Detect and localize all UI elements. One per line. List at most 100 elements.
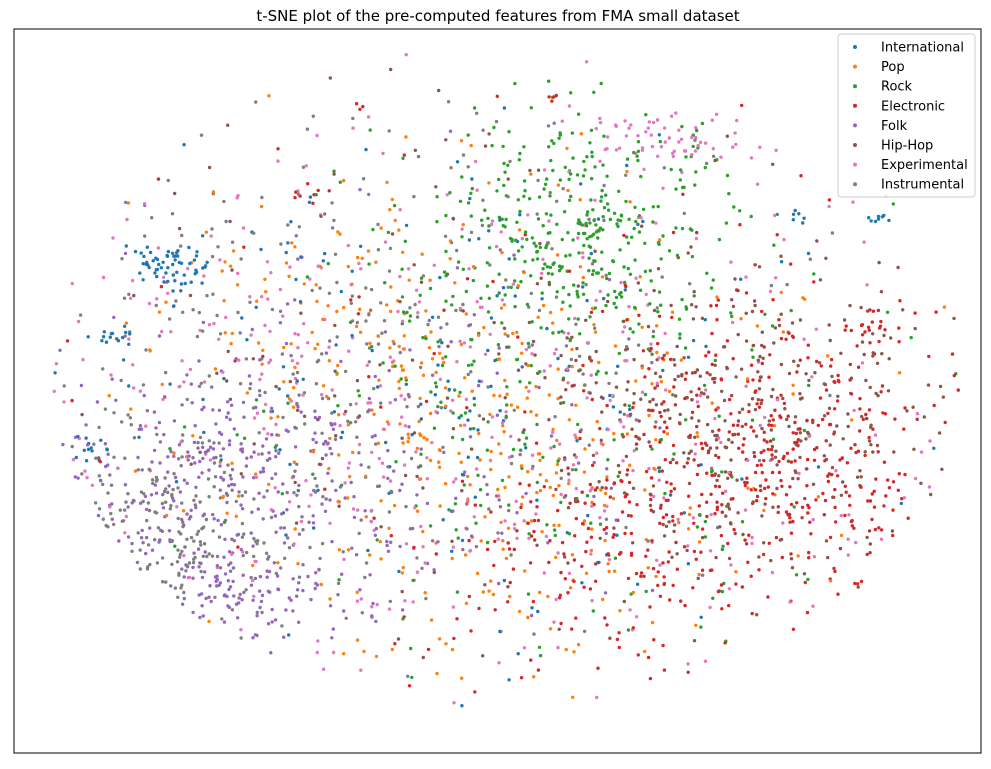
scatter-point-rock xyxy=(348,320,353,324)
scatter-point-electronic xyxy=(758,379,762,383)
scatter-point-instrumental xyxy=(446,100,451,104)
scatter-point-hip-hop xyxy=(648,492,652,496)
scatter-point-pop xyxy=(520,502,524,507)
scatter-point-pop xyxy=(296,562,300,566)
scatter-point-experimental xyxy=(269,508,273,512)
scatter-point-electronic xyxy=(900,496,904,501)
scatter-point-instrumental xyxy=(243,490,248,494)
scatter-point-rock xyxy=(576,231,581,236)
scatter-point-electronic xyxy=(932,403,936,408)
scatter-point-experimental xyxy=(696,143,700,148)
scatter-point-hip-hop xyxy=(831,495,835,499)
scatter-point-pop xyxy=(428,411,433,416)
scatter-point-rock xyxy=(529,363,533,368)
scatter-point-hip-hop xyxy=(793,415,798,419)
scatter-point-hip-hop xyxy=(868,542,872,546)
scatter-point-instrumental xyxy=(109,511,113,516)
scatter-point-instrumental xyxy=(124,500,128,504)
scatter-point-international xyxy=(611,405,616,409)
scatter-point-rock xyxy=(513,304,517,309)
scatter-point-experimental xyxy=(647,466,651,471)
scatter-point-folk xyxy=(497,346,501,350)
scatter-point-instrumental xyxy=(296,192,301,196)
scatter-point-experimental xyxy=(400,319,405,323)
scatter-point-electronic xyxy=(872,505,877,509)
scatter-point-experimental xyxy=(811,604,815,608)
scatter-point-instrumental xyxy=(252,497,256,501)
scatter-point-hip-hop xyxy=(723,470,728,474)
scatter-point-electronic xyxy=(766,485,770,489)
scatter-point-instrumental xyxy=(138,548,142,552)
scatter-point-experimental xyxy=(703,141,708,145)
scatter-point-electronic xyxy=(769,414,773,418)
scatter-point-folk xyxy=(258,589,262,593)
scatter-point-hip-hop xyxy=(653,371,658,375)
scatter-point-rock xyxy=(526,592,531,596)
scatter-point-pop xyxy=(571,695,575,699)
scatter-point-folk xyxy=(224,415,229,419)
scatter-point-rock xyxy=(613,289,617,294)
scatter-point-instrumental xyxy=(177,530,181,534)
scatter-point-experimental xyxy=(727,587,732,591)
scatter-point-experimental xyxy=(306,341,310,345)
scatter-point-hip-hop xyxy=(929,492,933,497)
scatter-point-instrumental xyxy=(170,539,174,544)
scatter-point-folk xyxy=(251,598,255,602)
scatter-point-folk xyxy=(161,492,165,497)
scatter-point-pop xyxy=(172,451,176,455)
scatter-point-rock xyxy=(626,241,631,245)
scatter-point-rock xyxy=(523,259,527,264)
scatter-point-hip-hop xyxy=(689,390,693,394)
scatter-point-hip-hop xyxy=(691,317,696,321)
scatter-point-folk xyxy=(326,441,330,445)
scatter-point-experimental xyxy=(212,321,216,326)
scatter-point-electronic xyxy=(956,388,960,392)
scatter-point-pop xyxy=(133,469,138,473)
scatter-point-instrumental xyxy=(92,442,96,446)
scatter-point-pop xyxy=(354,324,359,329)
scatter-point-rock xyxy=(567,532,572,536)
scatter-point-electronic xyxy=(293,195,297,200)
scatter-point-experimental xyxy=(254,559,258,564)
scatter-point-electronic xyxy=(696,404,700,409)
scatter-point-rock xyxy=(552,528,557,532)
scatter-point-instrumental xyxy=(357,531,361,536)
scatter-point-instrumental xyxy=(218,332,223,336)
scatter-point-rock xyxy=(560,237,564,242)
scatter-point-electronic xyxy=(833,505,837,510)
scatter-point-electronic xyxy=(508,580,512,585)
scatter-point-experimental xyxy=(116,466,120,471)
scatter-point-hip-hop xyxy=(288,379,292,384)
scatter-point-electronic xyxy=(556,508,560,513)
scatter-point-rock xyxy=(730,314,734,319)
scatter-point-hip-hop xyxy=(760,514,764,518)
scatter-point-electronic xyxy=(506,600,510,604)
scatter-point-rock xyxy=(613,556,618,560)
scatter-point-folk xyxy=(150,460,154,464)
scatter-point-hip-hop xyxy=(871,450,875,454)
scatter-point-international xyxy=(157,262,161,267)
scatter-point-pop xyxy=(555,462,560,467)
scatter-point-instrumental xyxy=(127,292,131,296)
scatter-point-rock xyxy=(547,145,551,149)
scatter-point-folk xyxy=(144,551,148,556)
chart-title: t-SNE plot of the pre-computed features … xyxy=(256,7,739,25)
scatter-point-electronic xyxy=(653,425,657,429)
scatter-point-pop xyxy=(397,228,401,232)
scatter-point-rock xyxy=(551,331,555,335)
scatter-point-hip-hop xyxy=(412,263,416,267)
scatter-point-electronic xyxy=(784,510,789,514)
scatter-point-hip-hop xyxy=(877,260,881,265)
scatter-point-hip-hop xyxy=(177,226,182,231)
scatter-point-instrumental xyxy=(291,372,295,376)
scatter-point-international xyxy=(507,257,511,261)
scatter-point-international xyxy=(195,250,199,254)
scatter-point-pop xyxy=(392,503,397,508)
scatter-point-folk xyxy=(227,587,231,592)
scatter-point-electronic xyxy=(836,592,840,596)
scatter-point-folk xyxy=(110,377,114,381)
scatter-point-electronic xyxy=(735,288,739,292)
scatter-point-rock xyxy=(585,210,590,214)
scatter-point-hip-hop xyxy=(771,505,775,509)
scatter-point-electronic xyxy=(557,596,562,600)
